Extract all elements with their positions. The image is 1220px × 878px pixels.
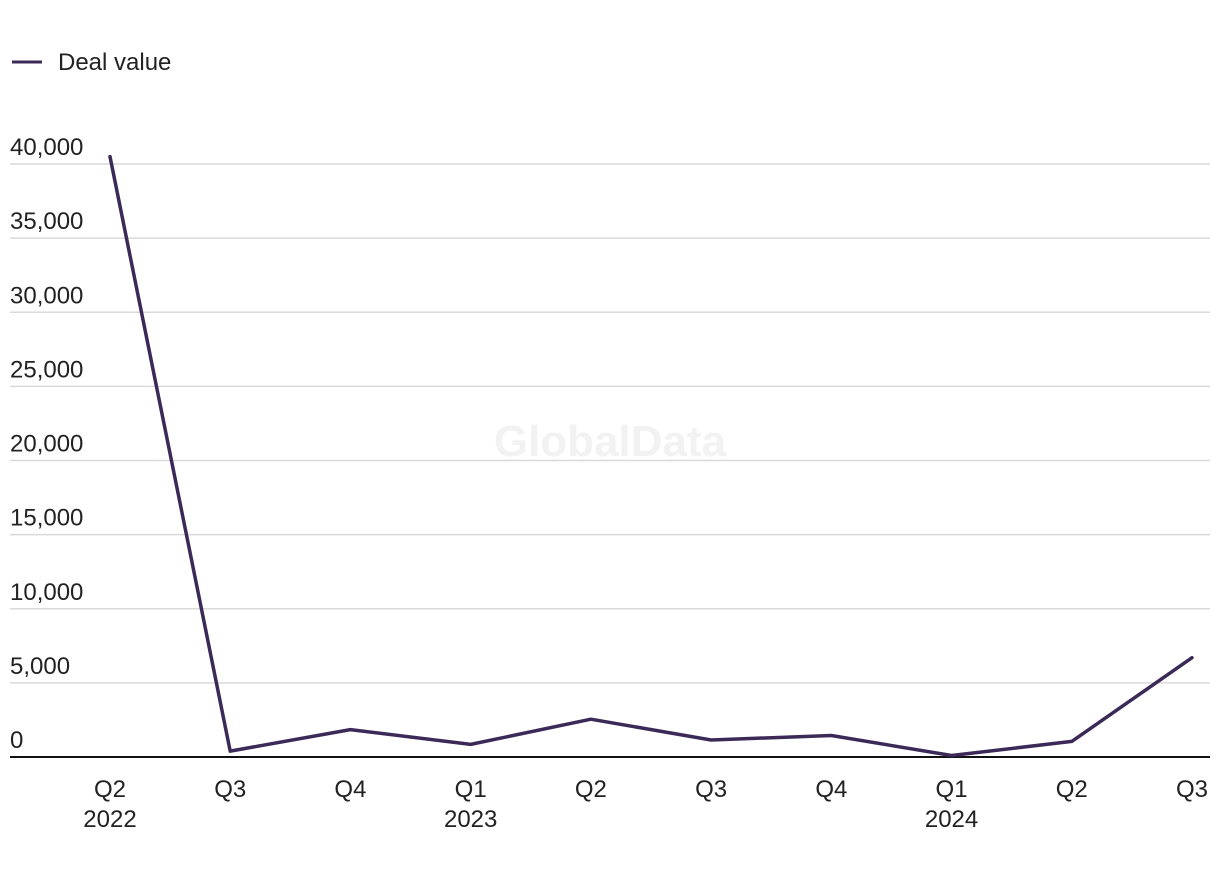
x-tick-label-quarter: Q3 <box>214 776 246 803</box>
y-tick-label: 20,000 <box>10 431 83 458</box>
x-tick-label-quarter: Q4 <box>815 776 847 803</box>
y-tick-label: 35,000 <box>10 208 83 235</box>
x-tick-label-year: 2024 <box>925 806 978 833</box>
y-tick-label: 30,000 <box>10 282 83 309</box>
x-tick-label-quarter: Q4 <box>334 776 366 803</box>
watermark: GlobalData <box>494 417 727 466</box>
y-tick-label: 15,000 <box>10 505 83 532</box>
y-tick-label: 25,000 <box>10 356 83 383</box>
y-tick-label: 0 <box>10 727 23 754</box>
x-tick-label-quarter: Q1 <box>936 776 968 803</box>
y-tick-label: 10,000 <box>10 579 83 606</box>
legend: Deal value <box>12 49 171 76</box>
y-tick-label: 5,000 <box>10 653 70 680</box>
x-axis-labels: Q2 2022 Q3 Q4 Q1 2023 Q2 Q3 Q4 Q1 2024 Q2 Q3 <box>83 776 1208 833</box>
gridlines <box>10 163 1210 684</box>
y-tick-label: 40,000 <box>10 134 83 161</box>
x-tick-label-quarter: Q2 <box>94 776 126 803</box>
y-axis-labels: 0 5,000 10,000 15,000 20,000 25,000 30,000 35,0… <box>10 134 83 754</box>
x-tick-label-quarter: Q1 <box>455 776 487 803</box>
x-tick-label-quarter: Q2 <box>575 776 607 803</box>
x-tick-label-quarter: Q3 <box>695 776 727 803</box>
x-tick-label-year: 2022 <box>83 806 136 833</box>
x-tick-label-quarter: Q2 <box>1056 776 1088 803</box>
series-line-deal-value <box>108 154 1194 758</box>
x-tick-label-year: 2023 <box>444 806 497 833</box>
x-tick-label-quarter: Q3 <box>1176 776 1208 803</box>
legend-label: Deal value <box>58 49 171 76</box>
